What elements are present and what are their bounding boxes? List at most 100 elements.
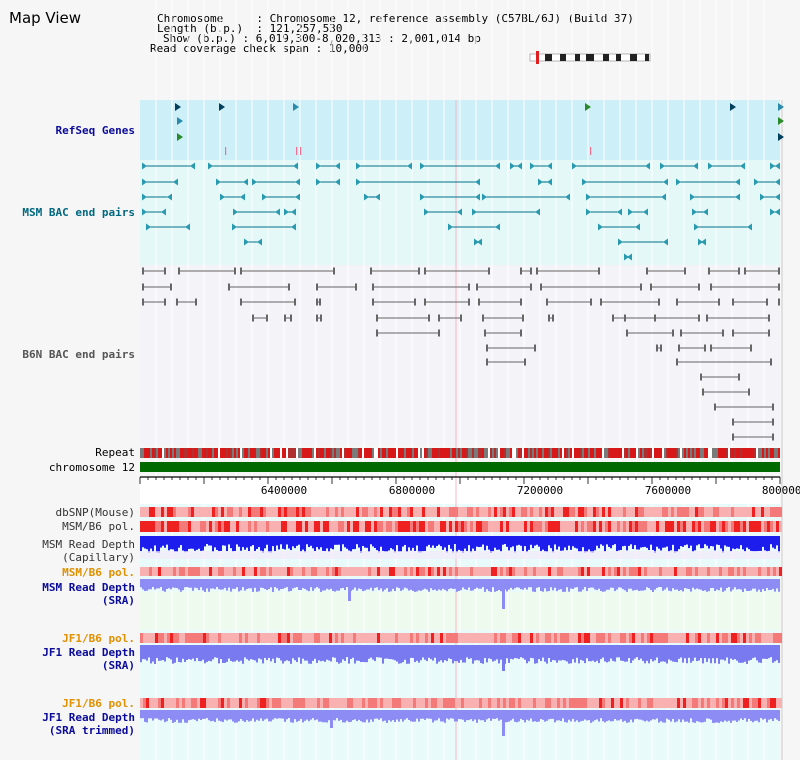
depth-bar	[366, 710, 368, 720]
pol-cell	[425, 521, 428, 532]
repeat-segment	[596, 448, 598, 458]
depth-bar	[522, 536, 524, 552]
repeat-segment	[752, 448, 754, 458]
repeat-segment	[322, 448, 324, 458]
depth-bar	[338, 645, 340, 664]
track-label-jf1-b6-pol-2[interactable]: JF1/B6 pol.	[62, 697, 135, 710]
b6n-bac-end	[376, 329, 378, 337]
pol-cell	[446, 521, 449, 532]
depth-bar	[258, 579, 260, 592]
depth-bar	[564, 579, 566, 592]
pol-cell	[212, 521, 215, 532]
track-label-dbsnp[interactable]: dbSNP(Mouse)	[55, 506, 135, 519]
pol-cell	[545, 507, 548, 517]
pol-cell	[233, 633, 236, 643]
pol-cell	[779, 521, 782, 532]
pol-cell	[494, 521, 497, 532]
depth-bar	[510, 536, 512, 548]
track-label-b6n-bac[interactable]: B6N BAC end pairs	[22, 348, 135, 361]
depth-bar	[224, 710, 226, 720]
pol-cell	[179, 567, 182, 576]
depth-bar	[254, 579, 256, 588]
repeat-segment	[264, 448, 266, 458]
pol-cell	[512, 507, 515, 517]
pol-cell	[773, 567, 776, 576]
pol-cell	[671, 698, 674, 708]
depth-bar	[406, 579, 408, 589]
pol-cell	[554, 507, 557, 517]
depth-bar	[224, 536, 226, 546]
pol-cell	[329, 698, 332, 708]
pol-cell	[212, 633, 215, 643]
msm-bac-end	[694, 223, 699, 231]
pol-cell	[548, 521, 551, 532]
pol-cell	[719, 521, 722, 532]
depth-bar	[736, 710, 738, 722]
repeat-segment	[354, 448, 356, 458]
depth-bar	[242, 579, 244, 588]
track-label-msm-b6-pol-1[interactable]: MSM/B6 pol.	[62, 520, 135, 533]
pol-cell	[680, 507, 683, 517]
depth-bar	[726, 645, 728, 658]
track-label-jf1-depth-sra[interactable]: JF1 Read Depth (SRA)	[42, 646, 135, 672]
pol-cell	[377, 507, 380, 517]
depth-bar	[388, 579, 390, 592]
track-label-jf1-b6-pol-1[interactable]: JF1/B6 pol.	[62, 632, 135, 645]
pol-cell	[437, 567, 440, 576]
b6n-bac-end	[195, 298, 197, 306]
pol-cell	[140, 567, 143, 576]
track-label-msm-bac[interactable]: MSM BAC end pairs	[22, 206, 135, 219]
depth-bar	[764, 536, 766, 551]
depth-bar	[246, 579, 248, 589]
depth-bar	[216, 645, 218, 658]
track-label-refseq-genes[interactable]: RefSeq Genes	[55, 124, 135, 137]
pol-cell	[440, 521, 443, 532]
depth-bar	[480, 710, 482, 721]
depth-bar	[464, 579, 466, 590]
depth-bar	[236, 710, 238, 723]
track-label-jf1-depth-trimmed[interactable]: JF1 Read Depth (SRA trimmed)	[42, 711, 135, 737]
depth-bar	[722, 710, 724, 723]
pol-cell	[380, 567, 383, 576]
msm-bac-end	[208, 162, 213, 170]
pol-cell	[203, 521, 206, 532]
depth-bar	[336, 710, 338, 719]
depth-bar	[306, 645, 308, 661]
track-label-msm-depth-sra[interactable]: MSM Read Depth (SRA)	[42, 581, 135, 607]
depth-bar	[308, 579, 310, 592]
pol-cell	[743, 507, 746, 517]
pol-cell	[524, 567, 527, 576]
depth-bar	[222, 710, 224, 723]
pol-cell	[695, 633, 698, 643]
pol-cell	[626, 633, 629, 643]
repeat-segment	[220, 448, 222, 458]
depth-bar	[536, 579, 538, 588]
depth-bar	[680, 579, 682, 591]
pol-cell	[389, 521, 392, 532]
repeat-segment	[460, 448, 462, 458]
depth-bar	[452, 579, 454, 589]
depth-bar	[226, 645, 228, 662]
pol-cell	[689, 698, 692, 708]
pol-cell	[419, 521, 422, 532]
pol-cell	[650, 507, 653, 517]
pol-cell	[629, 698, 632, 708]
pol-cell	[344, 567, 347, 576]
msm-depth-capillary-track	[140, 536, 780, 553]
depth-bar	[230, 645, 232, 661]
depth-bar	[264, 579, 266, 590]
pol-cell	[773, 507, 776, 517]
pol-cell	[287, 521, 290, 532]
depth-bar	[210, 645, 212, 662]
depth-bar	[412, 579, 414, 591]
track-label-msm-depth-capillary[interactable]: MSM Read Depth (Capillary)	[42, 538, 135, 564]
depth-bar	[574, 536, 576, 548]
depth-bar	[436, 645, 438, 664]
repeat-segment	[638, 448, 640, 458]
track-label-msm-b6-pol-2[interactable]: MSM/B6 pol.	[62, 566, 135, 579]
depth-bar	[686, 710, 688, 722]
b6n-bac-end	[176, 298, 178, 306]
msm-bac-end	[572, 162, 577, 170]
pol-cell	[647, 507, 650, 517]
